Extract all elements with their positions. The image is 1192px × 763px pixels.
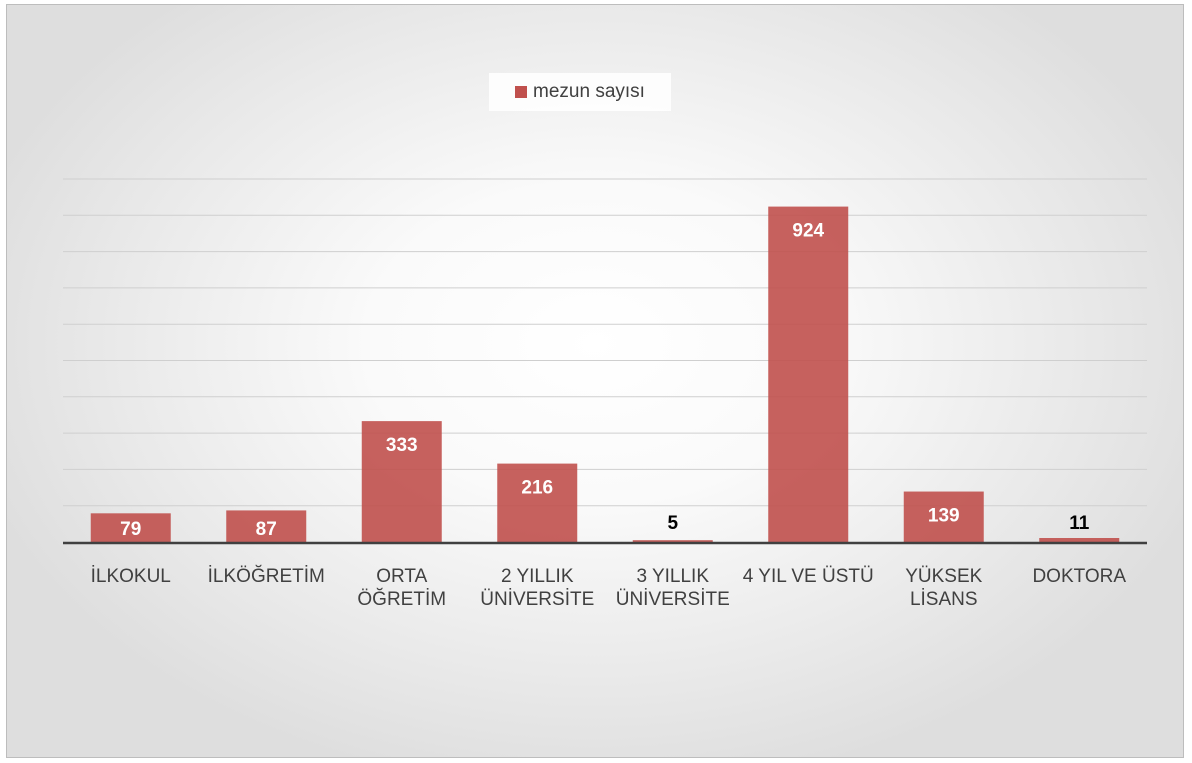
category-label: İLKÖĞRETİM	[207, 566, 325, 587]
category-label: 3 YILLIK ÜNİVERSİTE	[615, 566, 730, 610]
bar	[497, 463, 578, 542]
data-label: 11	[1069, 513, 1090, 534]
data-label: 333	[386, 435, 418, 456]
legend: mezun sayısı	[489, 73, 671, 111]
legend-swatch	[515, 86, 528, 98]
bar	[632, 540, 713, 542]
category-label: 4 YIL VE ÜSTÜ	[742, 566, 874, 587]
bar	[768, 206, 849, 542]
bar	[903, 491, 984, 542]
category-label: DOKTORA	[1032, 566, 1127, 587]
bar	[361, 421, 442, 542]
data-label: 87	[256, 519, 277, 540]
bar	[1039, 538, 1120, 542]
category-label: İLKOKUL	[90, 566, 171, 587]
data-label: 79	[120, 519, 141, 540]
bar	[226, 510, 307, 542]
plot-area: 79 87 333 216 5 924 139 11	[63, 178, 1147, 545]
category-label: ORTA ÖĞRETİM	[357, 566, 447, 610]
data-label: 216	[521, 478, 553, 499]
data-label: 924	[792, 221, 824, 242]
data-label: 5	[667, 513, 678, 534]
chart: mezun sayısı 79 87 333 216 5 924 139 11 İLKOKUL…	[6, 4, 1184, 758]
category-label: 2 YILLIK ÜNİVERSİTE	[480, 566, 595, 610]
bar	[90, 513, 171, 542]
legend-label: mezun sayısı	[533, 81, 645, 102]
data-label: 139	[928, 506, 960, 527]
category-label: YÜKSEK LİSANS	[905, 566, 983, 610]
